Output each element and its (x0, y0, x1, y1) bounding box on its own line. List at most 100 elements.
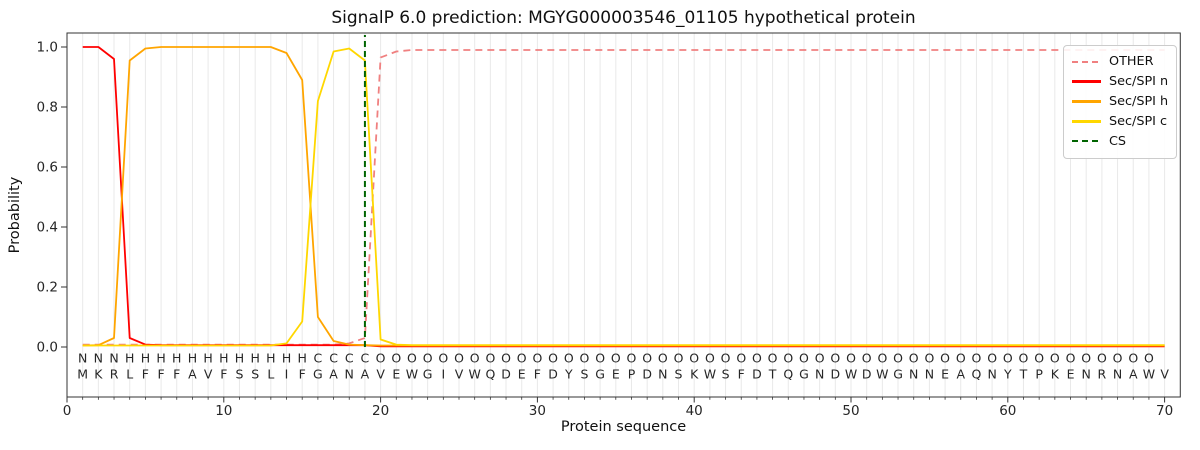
sequence-letter: V (1160, 367, 1169, 382)
sequence-letter: F (534, 367, 541, 382)
x-tick-label: 40 (686, 403, 703, 419)
plot-frame (66, 32, 1181, 398)
region-letter: O (1128, 351, 1138, 366)
region-letter: C (361, 351, 370, 366)
region-letter: C (329, 351, 338, 366)
region-letter: O (752, 351, 762, 366)
series-sec-spi-n (82, 46, 1165, 348)
x-tick-label: 10 (215, 403, 232, 419)
region-letter: O (376, 351, 386, 366)
region-letter: O (893, 351, 903, 366)
sequence-letter: Q (485, 367, 495, 382)
region-letter: N (109, 351, 118, 366)
region-letter: O (815, 351, 825, 366)
region-letter: O (470, 351, 480, 366)
legend-line-sample-sec-spi-n (1072, 80, 1101, 83)
region-letter: H (235, 351, 244, 366)
x-tick-label: 20 (372, 403, 389, 419)
region-letter: O (1081, 351, 1091, 366)
region-letter: O (423, 351, 433, 366)
sequence-letter: D (548, 367, 558, 382)
sequence-letter: F (142, 367, 149, 382)
legend-line-sample-other (1072, 60, 1101, 64)
region-letter: H (188, 351, 197, 366)
region-letter: O (1097, 351, 1107, 366)
sequence-letter: E (612, 367, 620, 382)
sequence-letter: R (1098, 367, 1107, 382)
region-letter: O (830, 351, 840, 366)
region-letter: O (454, 351, 464, 366)
region-letter: H (203, 351, 212, 366)
sequence-letter: G (313, 367, 323, 382)
sequence-letter: E (392, 367, 400, 382)
sequence-letter: N (925, 367, 934, 382)
sequence-letter: W (845, 367, 857, 382)
sequence-letter: T (768, 367, 777, 382)
sequence-letter: Q (783, 367, 793, 382)
region-letter: O (877, 351, 887, 366)
region-letter: O (674, 351, 684, 366)
legend-item-sec-spi-h: Sec/SPI h (1072, 92, 1168, 112)
region-letter: O (438, 351, 448, 366)
region-letter: O (1113, 351, 1123, 366)
region-letter: O (783, 351, 793, 366)
region-letter: O (658, 351, 668, 366)
region-letter: O (611, 351, 621, 366)
region-letter: O (1034, 351, 1044, 366)
region-letter: O (485, 351, 495, 366)
region-letter: O (909, 351, 919, 366)
legend: OTHER Sec/SPI n Sec/SPI h Sec/SPI c CS (1063, 45, 1177, 159)
sequence-letter: S (251, 367, 259, 382)
sequence-letter: R (110, 367, 119, 382)
region-letter: O (595, 351, 605, 366)
sequence-letter: N (987, 367, 996, 382)
sequence-letter: E (941, 367, 949, 382)
region-letter: N (94, 351, 103, 366)
sequence-letter: P (628, 367, 636, 382)
legend-item-other: OTHER (1072, 52, 1168, 72)
sequence-letter: W (468, 367, 480, 382)
region-letter: O (391, 351, 401, 366)
y-tick-label: 0.0 (37, 340, 58, 356)
series-sec-spi-h (82, 46, 1165, 347)
sequence-letter: D (862, 367, 872, 382)
sequence-letter: D (642, 367, 652, 382)
x-tick-label: 50 (842, 403, 859, 419)
sequence-letter: W (1143, 367, 1155, 382)
sequence-letter: N (345, 367, 354, 382)
sequence-letter: N (909, 367, 918, 382)
sequence-letter: F (173, 367, 180, 382)
region-letter: C (314, 351, 323, 366)
y-tick-label: 0.4 (37, 220, 58, 236)
region-letter: O (1003, 351, 1013, 366)
sequence-letter: A (1129, 367, 1138, 382)
region-letter: H (266, 351, 275, 366)
region-letter: O (846, 351, 856, 366)
sequence-letter: A (188, 367, 197, 382)
sequence-letter: N (1113, 367, 1122, 382)
sequence-letter: W (406, 367, 418, 382)
sequence-letter: D (752, 367, 762, 382)
y-tick-label: 0.8 (37, 100, 58, 116)
sequence-letter: A (329, 367, 338, 382)
sequence-letter: V (204, 367, 213, 382)
legend-line-sample-cs (1072, 139, 1101, 143)
region-letter: O (1066, 351, 1076, 366)
y-tick-label: 1.0 (37, 40, 58, 56)
sequence-letter: D (501, 367, 511, 382)
sequence-letter: F (299, 367, 306, 382)
legend-line-sample-sec-spi-h (1072, 100, 1101, 103)
sequence-letter: P (1035, 367, 1043, 382)
sequence-letter: E (518, 367, 526, 382)
chart-title: SignalP 6.0 prediction: MGYG000003546_01… (331, 8, 916, 28)
legend-line-sample-sec-spi-c (1072, 119, 1101, 123)
region-letter: N (78, 351, 87, 366)
sequence-letter: N (1082, 367, 1091, 382)
sequence-letter: G (893, 367, 903, 382)
legend-label-other: OTHER (1109, 54, 1154, 70)
region-letter: O (548, 351, 558, 366)
legend-item-cs: CS (1072, 131, 1168, 151)
sequence-letter: F (738, 367, 745, 382)
sequence-letter: A (956, 367, 965, 382)
